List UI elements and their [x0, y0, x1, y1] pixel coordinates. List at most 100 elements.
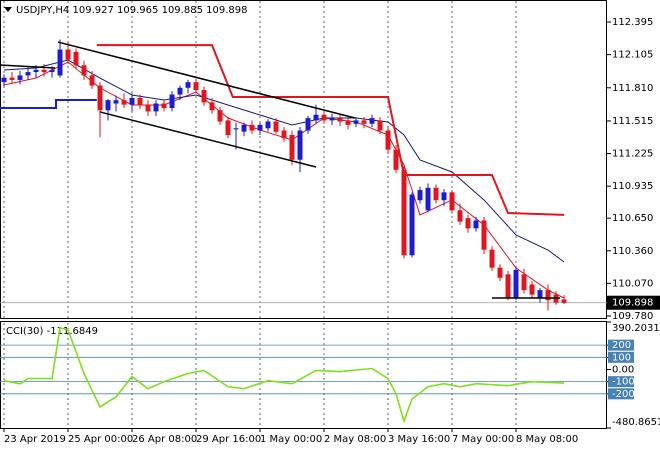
candle-body	[177, 87, 183, 95]
y-tick-label: 109.780	[612, 311, 653, 322]
candle-body	[193, 82, 199, 91]
candle-body	[345, 120, 351, 125]
candle-body	[185, 82, 191, 88]
candle-body	[257, 124, 263, 131]
candle-body	[249, 124, 255, 131]
y-tick-label: 110.360	[612, 246, 653, 257]
high: 109.965	[117, 5, 158, 16]
candle-body	[105, 100, 111, 111]
candle-body	[497, 267, 503, 278]
candle-body	[57, 49, 63, 76]
current-price-box	[607, 295, 660, 310]
x-tick-label: 26 Apr 08:00	[132, 434, 197, 445]
indicator-line	[96, 44, 565, 216]
candle-body	[161, 103, 167, 109]
candle-body	[385, 130, 391, 150]
candle-body	[457, 210, 463, 222]
x-tick-label: 8 May 08:00	[516, 434, 578, 445]
cci-frame	[0, 321, 607, 429]
candle-body	[561, 299, 567, 303]
symbol: USDJPY,H4	[16, 5, 69, 16]
candle-body	[505, 274, 511, 298]
y-tick-label: 112.395	[612, 17, 653, 28]
level-box	[608, 339, 634, 351]
candle-body	[489, 249, 495, 268]
candle-body	[17, 75, 23, 80]
y-tick-label: 111.810	[612, 83, 653, 94]
candle-body	[41, 69, 47, 73]
header: USDJPY,H4 109.927 109.965 109.885 109.89…	[16, 5, 247, 16]
candle-body	[393, 149, 399, 170]
candle-body	[129, 97, 135, 105]
x-tick-label: 25 Apr 00:00	[68, 434, 133, 445]
cci-value: -111.6849	[47, 326, 98, 337]
open: 109.927	[72, 5, 113, 16]
candle-body	[337, 118, 343, 122]
y-tick-label: -480.8651	[612, 417, 660, 428]
candle-body	[545, 290, 551, 301]
candle-body	[441, 192, 447, 201]
y-tick-label: 112.105	[612, 50, 653, 61]
candle-body	[305, 118, 311, 131]
candle-body	[401, 169, 407, 256]
candle-body	[145, 104, 151, 112]
y-tick-label: 390.2031	[612, 323, 660, 334]
level-box	[608, 388, 634, 400]
cci-header: CCI(30) -111.6849	[6, 326, 98, 337]
y-tick-label: -200	[612, 389, 635, 400]
candle-body	[465, 218, 471, 229]
candle-body	[33, 69, 39, 73]
main-frame	[0, 0, 607, 319]
y-tick-label: 110.070	[612, 278, 653, 289]
x-tick-label: 29 Apr 16:00	[196, 434, 261, 445]
candle-body	[473, 220, 479, 229]
candle-body	[233, 128, 239, 130]
candle-body	[121, 100, 127, 105]
candle-body	[425, 187, 431, 211]
candle-body	[321, 114, 327, 121]
close: 109.898	[206, 5, 247, 16]
candle-body	[73, 51, 79, 66]
candle-body	[65, 49, 71, 60]
current-price-label: 109.898	[612, 298, 653, 309]
candle-body	[289, 135, 295, 160]
candle-body	[113, 100, 119, 104]
candle-body	[369, 118, 375, 124]
candle-body	[137, 97, 143, 105]
candle-body	[217, 110, 223, 122]
candle-body	[97, 85, 103, 111]
candle-body	[513, 269, 519, 298]
candle-body	[225, 120, 231, 136]
y-tick-label: 0.00	[612, 364, 634, 375]
candle-body	[241, 124, 247, 132]
candle-body	[409, 194, 415, 256]
candle-body	[433, 187, 439, 201]
x-tick-label: 1 May 00:00	[260, 434, 322, 445]
candle-body	[521, 274, 527, 291]
low: 109.885	[162, 5, 203, 16]
candle-body	[361, 120, 367, 124]
candle-body	[529, 284, 535, 295]
candle-body	[169, 94, 175, 109]
level-box	[608, 351, 634, 363]
candle-body	[89, 75, 95, 86]
y-tick-label: 110.650	[612, 213, 653, 224]
candle-body	[201, 90, 207, 103]
y-tick-label: 200	[612, 340, 631, 351]
candle-body	[25, 72, 31, 76]
x-tick-label: 7 May 00:00	[452, 434, 514, 445]
y-tick-label: 100	[612, 352, 631, 363]
candle-body	[297, 130, 303, 160]
candle-body	[329, 118, 335, 121]
candle-body	[449, 192, 455, 211]
trend-line	[99, 111, 317, 168]
y-tick-label: 111.515	[612, 116, 653, 127]
candle-body	[281, 130, 287, 139]
candle-body	[9, 77, 15, 80]
candle-body	[273, 121, 279, 132]
candle-body	[313, 114, 319, 121]
candle-body	[153, 103, 159, 112]
candle-body	[1, 77, 7, 83]
